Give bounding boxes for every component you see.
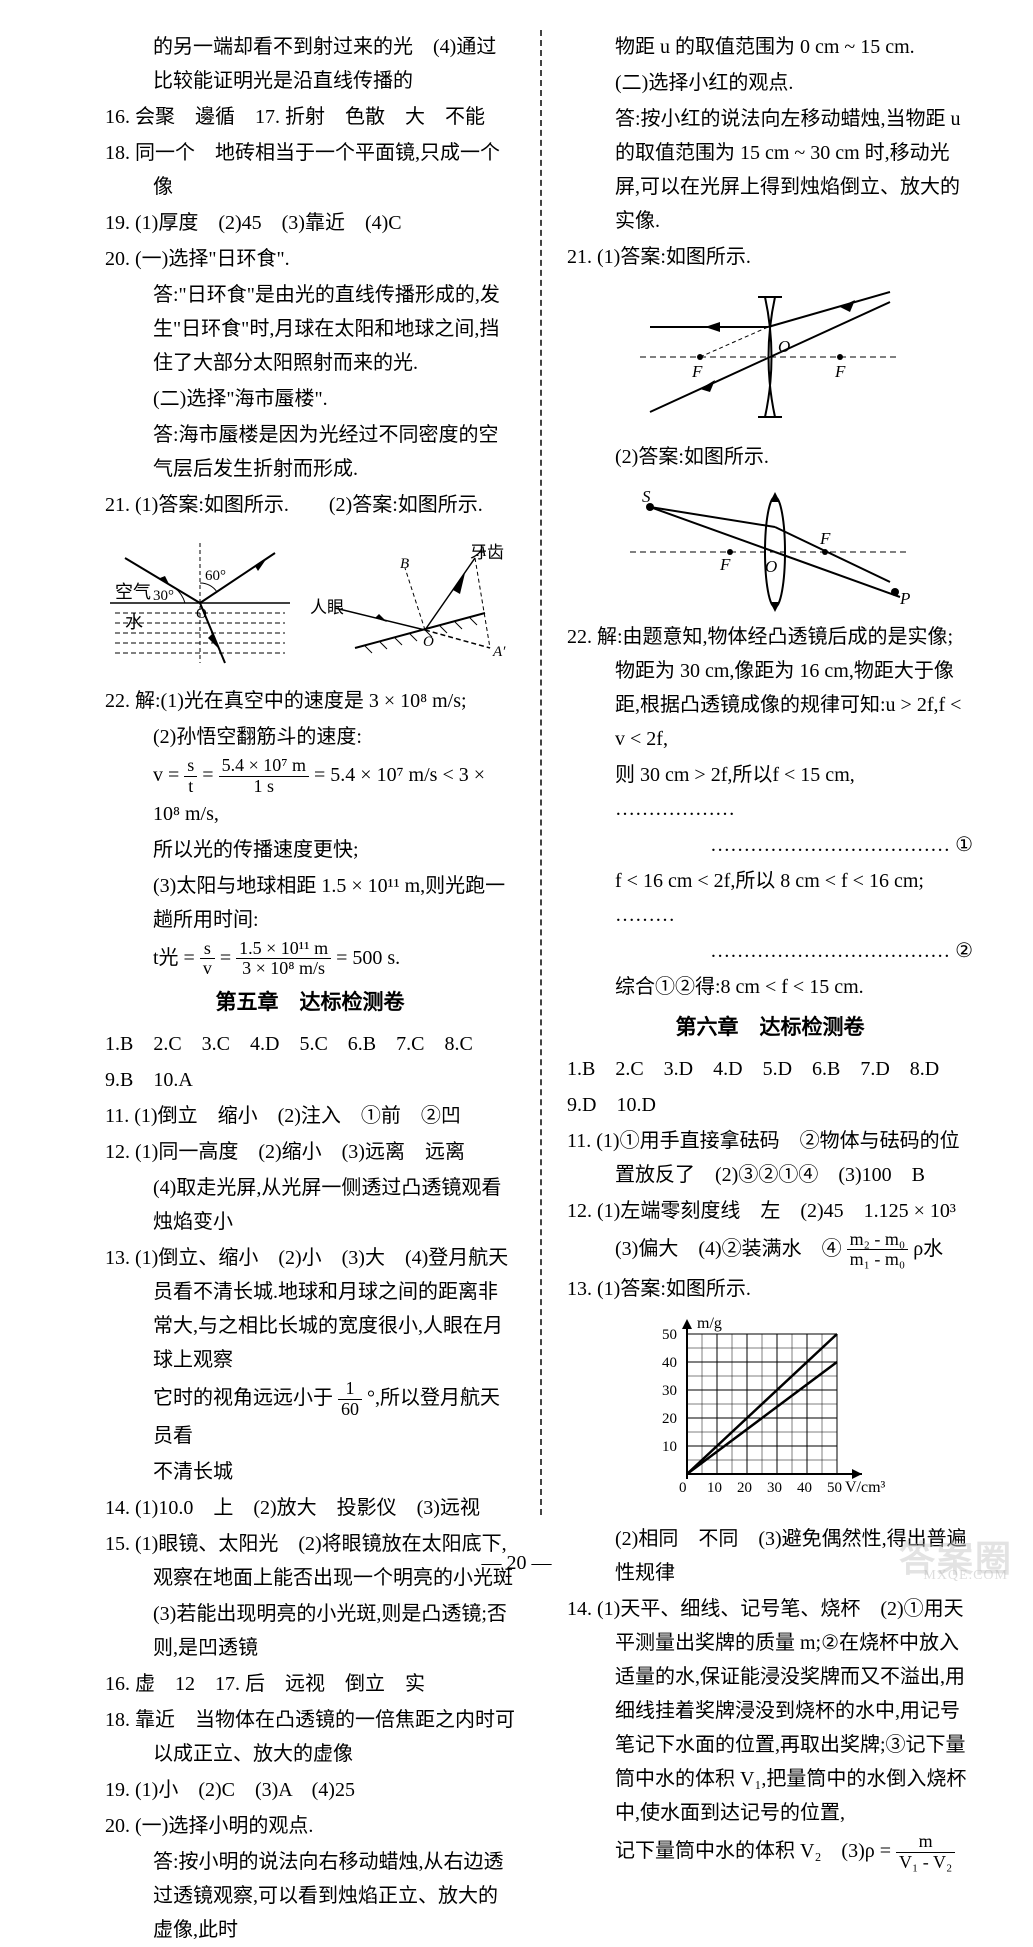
svg-text:S: S [642, 487, 651, 506]
svg-text:O: O [423, 634, 434, 650]
rq22f: 综合①②得:8 cm < f < 15 cm. [567, 970, 973, 1004]
rq21b: (2)答案:如图所示. [567, 440, 973, 474]
q22e: (3)太阳与地球相距 1.5 × 10¹¹ m,则光跑一趟所用时间: [105, 869, 515, 937]
angle60: 60° [205, 568, 226, 584]
page-number: — 20 — [0, 1546, 1033, 1580]
rq22d: f < 16 cm < 2f,所以 8 cm < f < 16 cm; ……… [567, 864, 973, 932]
rp1: 物距 u 的取值范围为 0 cm ~ 15 cm. [567, 30, 973, 64]
q16: 16. 会聚 邊循 17. 折射 色散 大 不能 [105, 100, 515, 134]
svg-text:30: 30 [767, 1480, 782, 1496]
rs11: 11. (1)①用手直接拿砝码 ②物体与砝码的位置放反了 (2)③②①④ (3)… [567, 1124, 973, 1192]
q20a: 20. (一)选择"日环食". [105, 242, 515, 276]
graph-chart: m/g V/cm³ 0 10 20 30 40 50 10 20 30 40 5… [647, 1314, 887, 1514]
svg-text:50: 50 [827, 1480, 842, 1496]
diagram-row: 空气 水 30° 60° O [105, 530, 515, 676]
rq22e: ……………………………… ② [567, 934, 973, 968]
section6-title: 第六章 达标检测卷 [567, 1010, 973, 1046]
q20b: 答:"日环食"是由光的直线传播形成的,发生"日环食"时,月球在太阳和地球之间,挡… [105, 278, 515, 380]
svg-text:m/g: m/g [697, 1315, 722, 1332]
concave-lens-diagram: F F O [630, 282, 910, 432]
svg-text:F: F [819, 529, 831, 548]
mc2: 9.B 10.A [105, 1063, 515, 1097]
s12a: 12. (1)同一高度 (2)缩小 (3)远离 远离 [105, 1135, 515, 1169]
s12b: (4)取走光屏,从光屏一侧透过凸透镜观看烛焰变小 [105, 1171, 515, 1239]
rs14a: 14. (1)天平、细线、记号笔、烧杯 (2)①用天平测量出奖牌的质量 m;②在… [567, 1592, 973, 1830]
rmc1: 1.B 2.C 3.D 4.D 5.D 6.B 7.D 8.D [567, 1052, 973, 1086]
rq21a: 21. (1)答案:如图所示. [567, 240, 973, 274]
svg-text:0: 0 [679, 1480, 687, 1496]
s20a: 20. (一)选择小明的观点. [105, 1809, 515, 1843]
convex-lens-diagram: S F F O P [620, 482, 920, 612]
q22a: 22. 解:(1)光在真空中的速度是 3 × 10⁸ m/s; [105, 684, 515, 718]
q20d: 答:海市蜃楼是因为光经过不同密度的空气层后发生折射而形成. [105, 418, 515, 486]
tooth-label: 牙齿 [470, 543, 504, 562]
rq22a: 22. 解:由题意知,物体经凸透镜后成的是实像;物距为 30 cm,像距为 16… [567, 620, 973, 756]
s20b: 答:按小明的说法向右移动蜡烛,从右边透过透镜观察,可以看到烛焰正立、放大的虚像,… [105, 1845, 515, 1947]
svg-text:O: O [196, 606, 207, 622]
svg-text:20: 20 [737, 1480, 752, 1496]
rq22b: 则 30 cm > 2f,所以f < 15 cm, ……………… [567, 758, 973, 826]
left-column: 的另一端却看不到射过来的光 (4)通过比较能证明光是沿直线传播的 16. 会聚 … [95, 30, 535, 1515]
s11: 11. (1)倒立 缩小 (2)注入 ①前 ②凹 [105, 1099, 515, 1133]
q19: 19. (1)厚度 (2)45 (3)靠近 (4)C [105, 206, 515, 240]
svg-text:F: F [834, 362, 846, 381]
rs13a: 13. (1)答案:如图所示. [567, 1272, 973, 1306]
section5-title: 第五章 达标检测卷 [105, 985, 515, 1021]
q21: 21. (1)答案:如图所示. (2)答案:如图所示. [105, 488, 515, 522]
text: 的另一端却看不到射过来的光 (4)通过比较能证明光是沿直线传播的 [105, 30, 515, 98]
s19: 19. (1)小 (2)C (3)A (4)25 [105, 1773, 515, 1807]
s13a: 13. (1)倒立、缩小 (2)小 (3)大 (4)登月航天员看不清长城.地球和… [105, 1241, 515, 1377]
svg-text:V/cm³: V/cm³ [845, 1479, 886, 1496]
s15b: (3)若能出现明亮的小光斑,则是凸透镜;否则,是凹透镜 [105, 1597, 515, 1665]
watermark-url: MXQE.COM [923, 1564, 1008, 1588]
eye-label: 人眼 [310, 598, 344, 617]
rs12a: 12. (1)左端零刻度线 左 (2)45 1.125 × 10³ [567, 1194, 973, 1228]
svg-text:50: 50 [662, 1327, 677, 1343]
svg-text:P: P [899, 589, 910, 608]
svg-text:B: B [400, 556, 409, 572]
s14: 14. (1)10.0 上 (2)放大 投影仪 (3)远视 [105, 1491, 515, 1525]
air-label: 空气 [115, 582, 151, 602]
svg-text:10: 10 [707, 1480, 722, 1496]
column-divider [540, 30, 542, 1515]
q20c: (二)选择"海市蜃楼". [105, 382, 515, 416]
q18: 18. 同一个 地砖相当于一个平面镜,只成一个像 [105, 136, 515, 204]
q22c: v = st = 5.4 × 10⁷ m1 s = 5.4 × 10⁷ m/s … [105, 756, 515, 831]
svg-text:10: 10 [662, 1439, 677, 1455]
svg-text:A: A [476, 544, 487, 560]
q22f: t光 = sv = 1.5 × 10¹¹ m3 × 10⁸ m/s = 500 … [105, 939, 515, 980]
q22b: (2)孙悟空翻筋斗的速度: [105, 720, 515, 754]
q22d: 所以光的传播速度更快; [105, 833, 515, 867]
mc1: 1.B 2.C 3.C 4.D 5.C 6.B 7.C 8.C [105, 1027, 515, 1061]
water-label: 水 [125, 612, 143, 632]
rs14b: 记下量筒中水的体积 V₂ (3)ρ = mV₁ - V₂ [567, 1832, 973, 1873]
svg-text:F: F [719, 555, 731, 574]
rs12b: (3)偏大 (4)②装满水 ④ m₂ - m₀m₁ - m₀ ρ水 [567, 1230, 973, 1271]
rq22c: ……………………………… ① [567, 828, 973, 862]
svg-text:40: 40 [797, 1480, 812, 1496]
svg-text:A′: A′ [492, 644, 506, 660]
rp2: (二)选择小红的观点. [567, 66, 973, 100]
mirror-diagram: 人眼 牙齿 A A′ B O [305, 538, 515, 668]
rp3: 答:按小红的说法向左移动蜡烛,当物距 u 的取值范围为 15 cm ~ 30 c… [567, 102, 973, 238]
svg-text:O: O [778, 337, 790, 356]
angle30: 30° [153, 588, 174, 604]
svg-text:O: O [765, 557, 777, 576]
s13b: 它时的视角远远小于 160 °,所以登月航天员看 [105, 1379, 515, 1454]
refraction-diagram: 空气 水 30° 60° O [105, 538, 295, 668]
svg-text:40: 40 [662, 1355, 677, 1371]
right-column: 物距 u 的取值范围为 0 cm ~ 15 cm. (二)选择小红的观点. 答:… [547, 30, 983, 1515]
svg-text:20: 20 [662, 1411, 677, 1427]
rmc2: 9.D 10.D [567, 1088, 973, 1122]
s18: 18. 靠近 当物体在凸透镜的一倍焦距之内时可以成正立、放大的虚像 [105, 1703, 515, 1771]
svg-text:30: 30 [662, 1383, 677, 1399]
s16: 16. 虚 12 17. 后 远视 倒立 实 [105, 1667, 515, 1701]
s13c: 不清长城 [105, 1455, 515, 1489]
svg-text:F: F [691, 362, 703, 381]
